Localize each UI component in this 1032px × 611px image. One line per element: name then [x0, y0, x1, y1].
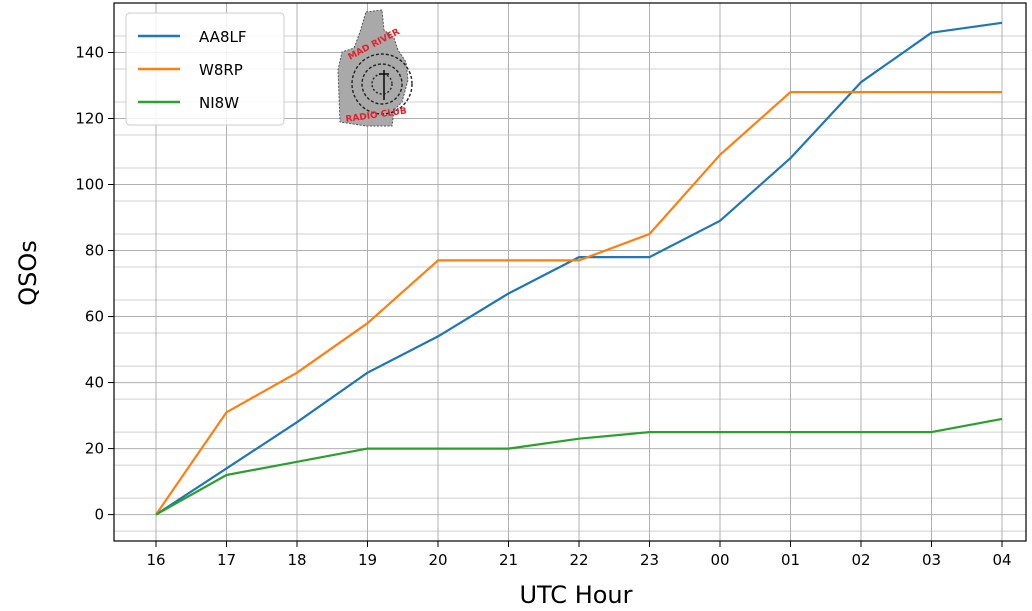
x-tick-label: 18: [287, 551, 306, 569]
logo-ring-outer: [351, 53, 413, 115]
x-tick-label: 00: [710, 551, 729, 569]
x-tick-label: 19: [358, 551, 377, 569]
legend: AA8LF W8RP NI8W: [125, 12, 285, 126]
logo-ring-inner: [371, 73, 393, 95]
y-tick-label: 20: [85, 440, 104, 458]
x-tick-label: 20: [428, 551, 447, 569]
logo-ring-middle: [361, 63, 403, 105]
grid: [114, 2, 1026, 541]
legend-box: [125, 12, 285, 126]
series-line-aa8lf: [155, 21, 1003, 516]
y-tick-label: 100: [75, 176, 104, 194]
y-tick-label: 40: [85, 374, 104, 392]
y-axis-label: QSOs: [14, 240, 42, 306]
x-tick-label: 22: [569, 551, 588, 569]
legend-label-ni8w: NI8W: [199, 94, 239, 112]
x-axis-label: UTC Hour: [519, 581, 632, 609]
y-tick-label: 80: [85, 242, 104, 260]
x-tick-label: 17: [217, 551, 236, 569]
x-tick-label: 03: [922, 551, 941, 569]
series-lines: [155, 21, 1003, 516]
plot-frame: [113, 2, 1027, 542]
plot-area-border: [113, 2, 1027, 542]
x-tick-label: 01: [781, 551, 800, 569]
legend-label-aa8lf: AA8LF: [199, 28, 246, 46]
y-tick-label: 60: [85, 308, 104, 326]
series-line-ni8w: [155, 417, 1003, 516]
x-tick-label: 02: [851, 551, 870, 569]
legend-label-w8rp: W8RP: [199, 61, 243, 79]
series-line-w8rp: [155, 90, 1002, 516]
axis-ticks: 0 20 40 60 80 100 120 140 16 17 18 19 20 21 22 23 00 01 02…: [75, 44, 1011, 569]
y-tick-label: 0: [94, 506, 104, 524]
x-tick-label: 04: [992, 551, 1011, 569]
y-tick-label: 140: [75, 44, 104, 62]
x-tick-label: 23: [640, 551, 659, 569]
x-tick-label: 16: [146, 551, 165, 569]
y-tick-label: 120: [75, 110, 104, 128]
mad-river-radio-club-logo: MAD RIVER RADIO CLUB: [337, 9, 413, 127]
x-tick-label: 21: [499, 551, 518, 569]
axis-labels: UTC Hour QSOs: [14, 240, 633, 609]
